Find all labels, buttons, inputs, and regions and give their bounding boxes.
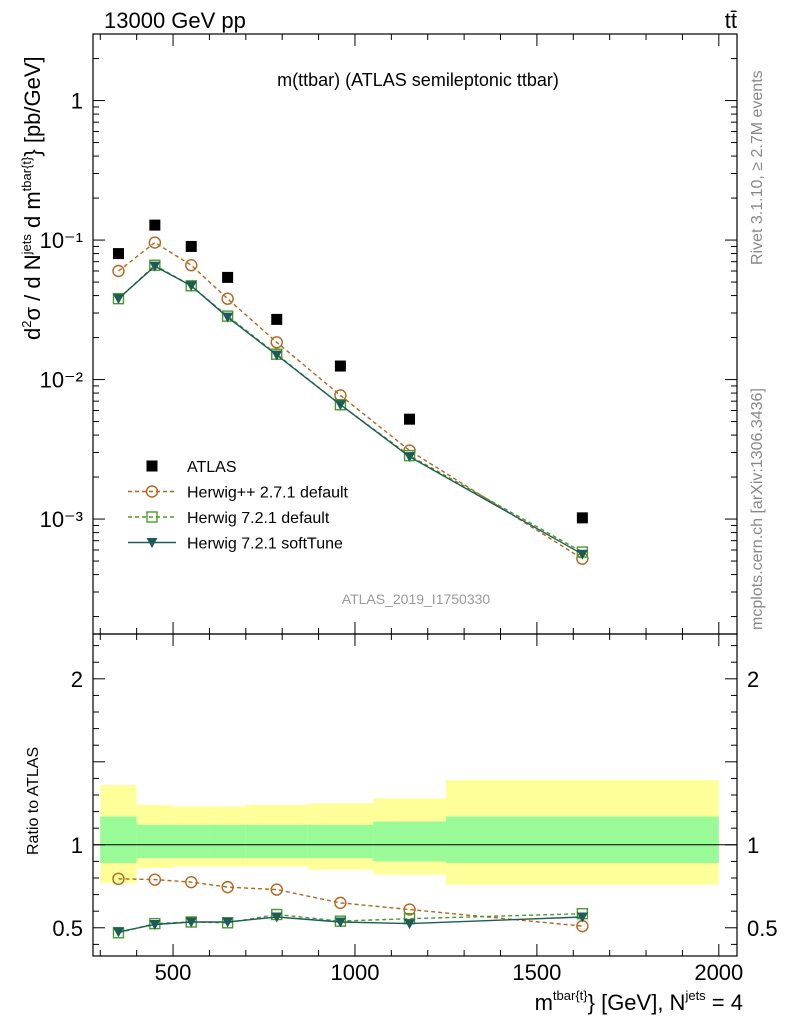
data-point — [334, 400, 346, 411]
uncertainty-band-inner — [136, 824, 174, 859]
data-point — [334, 917, 346, 928]
data-point — [576, 912, 588, 923]
legend-label: Herwig 7.2.1 softTune — [187, 536, 343, 553]
data-point — [222, 917, 234, 928]
data-point — [149, 919, 161, 930]
data-point — [112, 248, 124, 260]
x-tick-label: 1000 — [330, 960, 379, 985]
data-point — [185, 240, 197, 252]
ratio-y-tick-label-right: 0.5 — [747, 916, 778, 941]
ratio-y-axis-label: Ratio to ATLAS — [25, 747, 42, 855]
series-main-3 — [112, 261, 588, 560]
ratio-y-tick-label: 2 — [71, 667, 83, 692]
ratio-y-tick-label: 0.5 — [52, 916, 83, 941]
legend-label: Herwig++ 2.7.1 default — [187, 485, 349, 502]
data-point — [148, 236, 162, 249]
uncertainty-band-inner — [173, 824, 210, 859]
series-ratio-2 — [112, 912, 588, 938]
ratio-y-tick-label: 1 — [71, 833, 83, 858]
data-point — [271, 313, 283, 325]
data-point — [185, 259, 198, 272]
series-main-2 — [112, 259, 589, 558]
legend-item: ATLAS — [146, 459, 237, 476]
data-point — [112, 294, 124, 305]
y-tick-label: 10⁻³ — [40, 507, 83, 532]
data-point — [185, 917, 197, 928]
data-point — [404, 413, 416, 425]
legend-label: Herwig 7.2.1 default — [187, 510, 330, 527]
x-tick-label: 500 — [155, 960, 192, 985]
legend-label: ATLAS — [187, 459, 237, 476]
data-point — [149, 219, 161, 231]
series-line — [118, 264, 583, 553]
data-point — [271, 350, 283, 361]
series-line — [118, 265, 583, 555]
legend-item: Herwig 7.2.1 softTune — [128, 536, 343, 553]
data-point — [222, 271, 234, 283]
uncertainty-band-inner — [245, 824, 308, 859]
uncertainty-band-inner — [100, 816, 137, 864]
legend: ATLAS Herwig++ 2.7.1 default Herwig 7.2.1 … — [128, 459, 349, 553]
main-y-axis-label: d2σ / d Njets d mtbar{t}} [pb/GeV] — [19, 56, 45, 340]
x-tick-label: 1500 — [512, 960, 561, 985]
legend-marker — [145, 485, 159, 498]
uncertainty-band-inner — [209, 824, 246, 859]
series-main-0 — [112, 219, 588, 524]
data-point — [149, 261, 161, 272]
ratio-panel: 0.5 0.5 1 1 2 2 500 1000 1500 2000 — [52, 633, 778, 985]
data-point — [112, 264, 125, 278]
data-point — [334, 896, 347, 910]
mcplots-label: mcplots.cern.ch [arXiv:1306.3436] — [749, 388, 766, 630]
data-point — [148, 873, 162, 886]
uncertainty-band-inner — [307, 824, 374, 859]
ratio-y-tick-label-right: 1 — [747, 833, 759, 858]
data-point — [222, 312, 234, 323]
series-line — [118, 913, 583, 934]
analysis-watermark: ATLAS_2019_I1750330 — [342, 591, 491, 607]
data-point — [221, 880, 234, 894]
ratio-y-tick-label-right: 2 — [747, 667, 759, 692]
data-point — [334, 360, 346, 372]
data-point — [185, 875, 198, 889]
legend-item: Herwig++ 2.7.1 default — [128, 485, 349, 502]
data-point — [403, 903, 416, 916]
data-point — [112, 872, 125, 886]
y-tick-label: 1 — [71, 89, 83, 114]
uncertainty-band-inner — [373, 821, 446, 862]
rivet-version-label: Rivet 3.1.10, ≥ 2.7M events — [749, 70, 766, 265]
x-axis-label: mtbar{t}} [GeV], Njets = 4 — [535, 988, 743, 1015]
data-point — [112, 927, 124, 938]
data-point — [404, 452, 416, 463]
legend-marker — [146, 511, 158, 523]
main-panel: 1 10⁻¹ 10⁻² 10⁻³ — [40, 33, 738, 635]
data-point — [221, 292, 234, 305]
main-title: m(ttbar) (ATLAS semileptonic ttbar) — [277, 70, 559, 90]
series-line — [118, 241, 583, 560]
series-line — [118, 916, 583, 933]
legend-marker — [146, 460, 158, 472]
uncertainty-band-inner — [445, 816, 719, 864]
data-point — [185, 281, 197, 292]
data-point — [271, 912, 283, 923]
y-tick-label: 10⁻² — [40, 368, 83, 393]
data-point — [270, 336, 283, 349]
header-energy-label: 13000 GeV pp — [104, 8, 246, 33]
data-point — [404, 919, 416, 930]
x-tick-label: 2000 — [694, 960, 743, 985]
header-process-label: tt̄ — [725, 8, 737, 33]
legend-marker — [146, 538, 158, 548]
data-point — [576, 512, 588, 524]
legend-item: Herwig 7.2.1 default — [128, 510, 330, 527]
series-ratio-0 — [112, 872, 589, 933]
y-tick-label: 10⁻¹ — [40, 228, 83, 253]
data-point — [576, 549, 588, 560]
series-ratio-1 — [112, 907, 589, 939]
data-point — [270, 883, 283, 896]
